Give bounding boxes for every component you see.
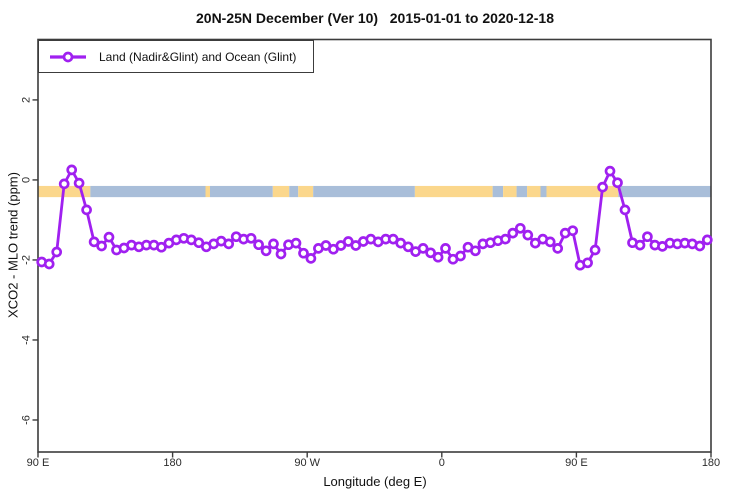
data-point — [66, 164, 78, 176]
legend-label: Land (Nadir&Glint) and Ocean (Glint) — [99, 49, 297, 64]
x-tick-label: 180 — [702, 457, 720, 469]
data-point — [253, 239, 264, 251]
data-point — [432, 251, 444, 263]
data-point — [642, 231, 653, 243]
data-point — [634, 239, 646, 251]
map-band-segment-ocean — [540, 185, 547, 198]
data-point — [305, 253, 317, 264]
data-point — [500, 233, 511, 245]
data-point — [597, 181, 608, 193]
x-tick-label: 90 E — [27, 457, 50, 469]
data-point — [58, 178, 70, 190]
x-tick-label: 180 — [163, 457, 181, 469]
data-point — [81, 204, 92, 216]
legend-marker — [62, 51, 74, 62]
data-point — [694, 240, 706, 252]
data-point — [619, 204, 631, 216]
data-point — [544, 236, 556, 248]
chart-title: 20N-25N December (Ver 10) 2015-01-01 to … — [196, 10, 554, 26]
x-tick-label: 90 E — [565, 457, 588, 469]
data-point — [470, 245, 481, 257]
map-band-segment-land — [503, 185, 517, 198]
data-point — [425, 247, 436, 259]
data-point — [96, 240, 107, 252]
data-point — [440, 243, 451, 254]
data-point — [582, 257, 593, 269]
map-band-segment-ocean — [516, 185, 528, 198]
map-band-segment-ocean — [289, 185, 299, 198]
data-point — [223, 238, 235, 250]
map-band-segment-land — [546, 185, 619, 198]
map-band-segment-land — [272, 185, 290, 198]
y-tick-label: -4 — [21, 335, 33, 345]
data-point — [103, 231, 115, 243]
data-point — [567, 225, 579, 237]
data-point — [290, 237, 302, 249]
data-point — [552, 243, 564, 254]
data-point — [193, 237, 205, 249]
data-point — [298, 247, 309, 259]
y-tick-label: 0 — [21, 177, 33, 183]
map-band-segment-ocean — [618, 185, 711, 198]
data-point — [612, 177, 623, 189]
legend: Land (Nadir&Glint) and Ocean (Glint) — [38, 40, 314, 73]
x-axis-title: Longitude (deg E) — [323, 474, 427, 489]
data-point — [402, 241, 414, 253]
data-point — [514, 222, 526, 234]
data-point — [589, 244, 601, 256]
data-point — [417, 243, 429, 254]
data-point — [43, 258, 55, 270]
map-band-segment-ocean — [492, 185, 504, 198]
y-tick-label: 2 — [21, 97, 33, 103]
x-tick-label: 0 — [439, 457, 445, 469]
data-point — [156, 241, 167, 253]
data-point — [51, 246, 63, 258]
y-tick-label: -6 — [21, 415, 33, 425]
y-tick-label: -2 — [21, 255, 33, 265]
data-point — [260, 245, 272, 257]
data-point — [268, 238, 279, 250]
map-band-segment-ocean — [90, 185, 206, 198]
map-band-segment-ocean — [313, 185, 415, 198]
map-band-segment-land — [527, 185, 541, 198]
map-band-segment-ocean — [209, 185, 273, 198]
data-point — [275, 248, 287, 260]
map-band-segment-land — [414, 185, 493, 198]
data-point — [701, 234, 713, 246]
y-axis-title: XCO2 - MLO trend (ppm) — [5, 172, 21, 318]
data-point — [88, 236, 100, 248]
data-point — [73, 177, 85, 189]
x-tick-label: 90 W — [294, 457, 320, 469]
data-point — [245, 232, 257, 244]
map-band-segment-land — [205, 185, 210, 198]
legend-line-marker-icon — [50, 51, 86, 62]
data-point — [604, 165, 616, 177]
data-point — [455, 250, 466, 262]
plot-border — [37, 38, 712, 453]
data-point — [522, 229, 534, 241]
map-band-segment-land — [298, 185, 314, 198]
data-point — [507, 227, 519, 239]
